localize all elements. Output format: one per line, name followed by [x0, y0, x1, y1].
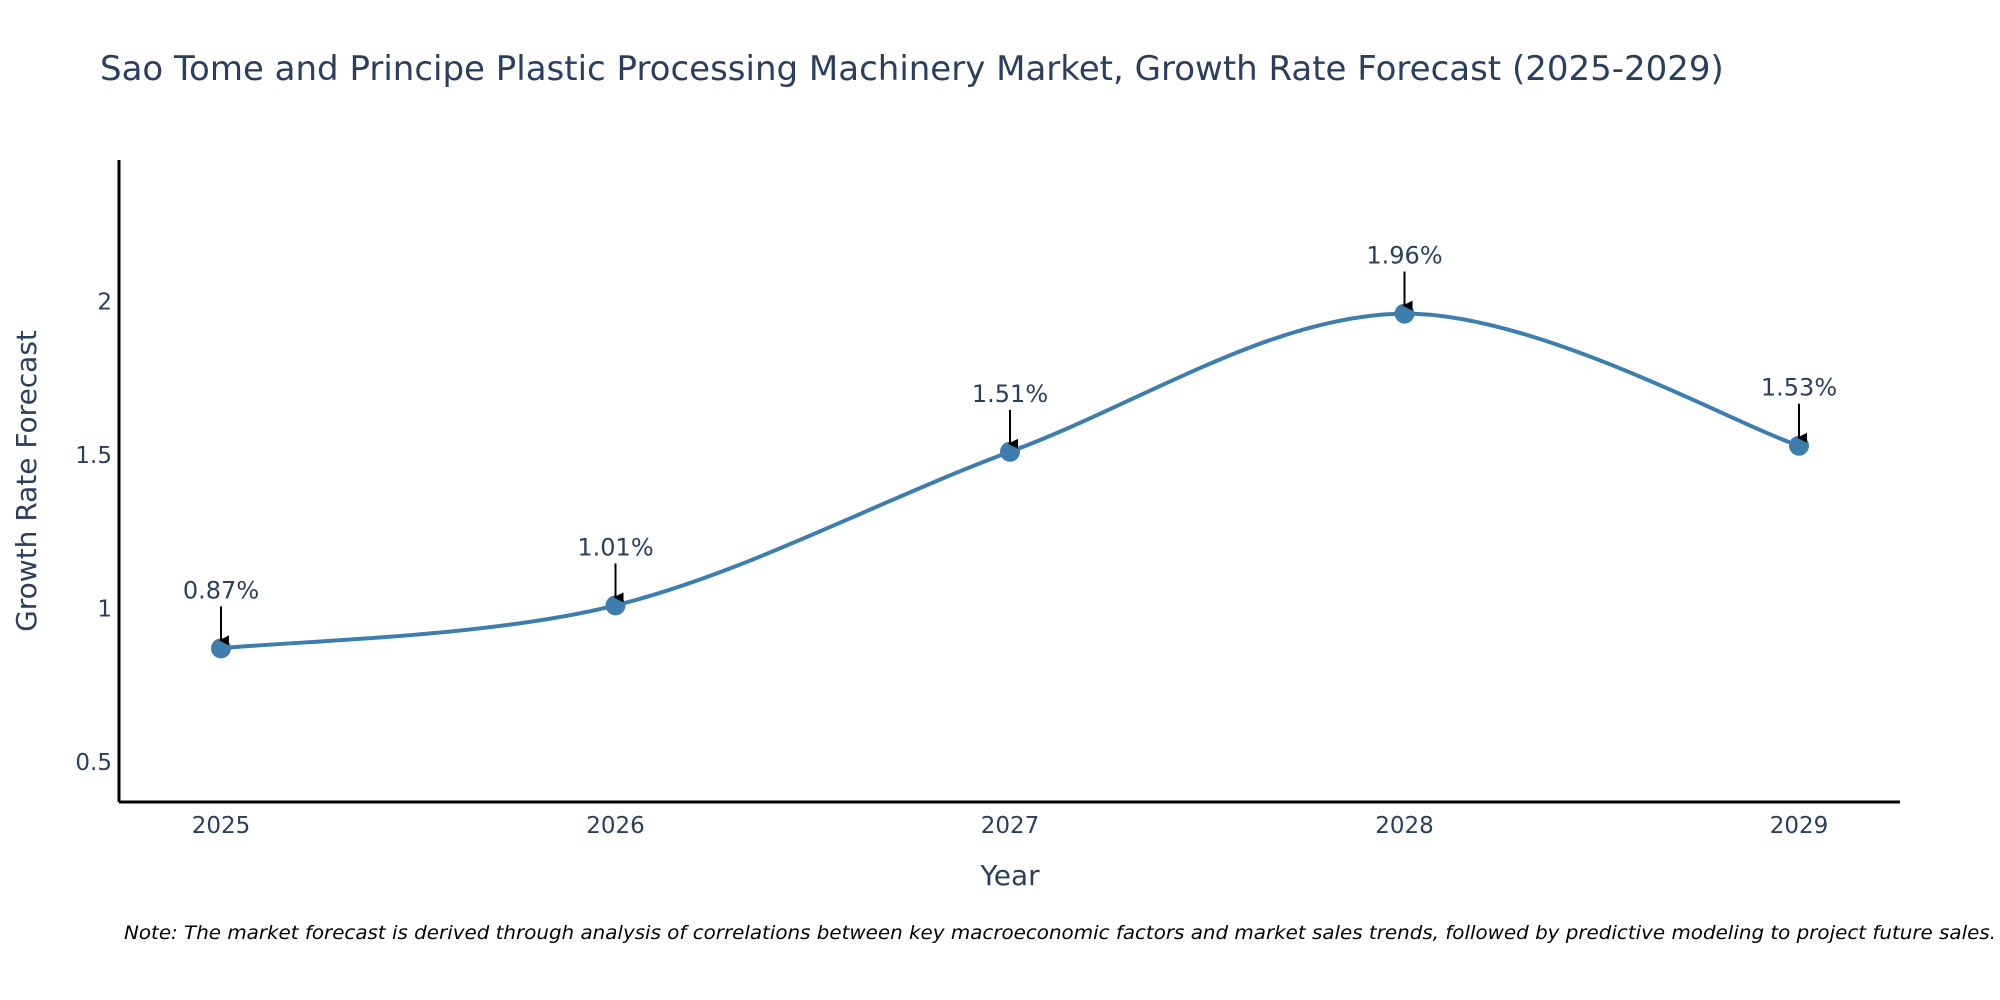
y-tick-label: 1: [97, 597, 112, 623]
x-tick-label: 2029: [1770, 813, 1829, 839]
x-tick-label: 2028: [1375, 813, 1434, 839]
y-tick-label: 2: [97, 289, 112, 315]
data-label: 1.01%: [577, 533, 653, 561]
y-tick-label: 0.5: [75, 750, 112, 776]
y-tick-label: 1.5: [75, 443, 112, 469]
data-label: 1.51%: [972, 380, 1048, 408]
x-tick-label: 2026: [586, 813, 645, 839]
x-axis-ticks: 2025 2026 2027 2028 2029: [192, 813, 1829, 839]
x-tick-label: 2027: [981, 813, 1040, 839]
x-axis-title: Year: [979, 859, 1040, 892]
x-tick-label: 2025: [192, 813, 251, 839]
data-point: [605, 595, 626, 616]
data-points: [211, 303, 1809, 659]
data-annotations: 0.87% 1.01% 1.51% 1.96% 1.53%: [183, 242, 1837, 646]
data-point: [1000, 441, 1020, 462]
data-label: 0.87%: [183, 576, 259, 604]
chart-title: Sao Tome and Principe Plastic Processing…: [100, 49, 1724, 89]
data-label: 1.53%: [1761, 374, 1837, 402]
series-line: [220, 311, 1800, 651]
y-axis-title: Growth Rate Forecast: [10, 330, 43, 632]
data-point: [1394, 303, 1415, 324]
y-axis-ticks: 0.5 1 1.5 2: [75, 289, 112, 776]
data-point: [211, 638, 231, 659]
forecast-note: Note: The market forecast is derived thr…: [124, 922, 1996, 944]
data-label: 1.96%: [1366, 242, 1442, 270]
data-point: [1789, 435, 1809, 456]
